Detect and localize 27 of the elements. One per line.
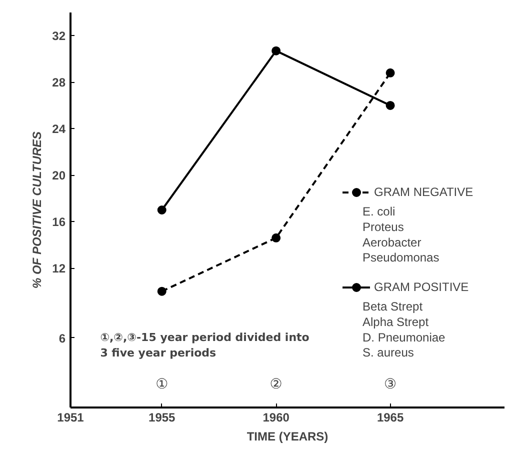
point — [157, 286, 166, 296]
x-tick-label: 1965 — [376, 410, 404, 424]
point — [272, 233, 281, 242]
point — [386, 68, 395, 78]
y-tick-label: 6 — [58, 331, 66, 346]
legend-label: GRAM NEGATIVE — [374, 185, 474, 199]
point — [386, 100, 395, 110]
y-axis-title: % OF POSITIVE CULTURES — [30, 131, 44, 289]
point — [272, 46, 281, 56]
x-tick-label: 1951 — [57, 410, 84, 424]
annotation: Beta Strept Alpha Strept D. Pneumoniae S. aureus — [362, 300, 446, 360]
point — [157, 206, 166, 214]
annotation: ② — [270, 376, 282, 392]
y-tick-label: 28 — [52, 76, 66, 90]
y-tick-label: 32 — [52, 29, 66, 44]
x-tick-label: 1955 — [148, 410, 176, 424]
annotation: ①,②,③-15 year period divided into 3 five year periods — [100, 330, 310, 360]
x-tick-label: 1960 — [262, 410, 290, 424]
y-tick-label: 16 — [52, 215, 66, 230]
y-tick-label: 24 — [52, 122, 66, 136]
annotation: ③ — [384, 376, 397, 392]
y-tick-label: 20 — [52, 168, 66, 183]
x-axis-title: TIME (YEARS) — [246, 430, 328, 444]
annotation: E. coli Proteus Aerobacter Pseudomonas — [362, 204, 440, 265]
annotation: ① — [156, 376, 168, 392]
legend-label: GRAM POSITIVE — [374, 280, 469, 294]
y-tick-label: 12 — [52, 262, 66, 276]
